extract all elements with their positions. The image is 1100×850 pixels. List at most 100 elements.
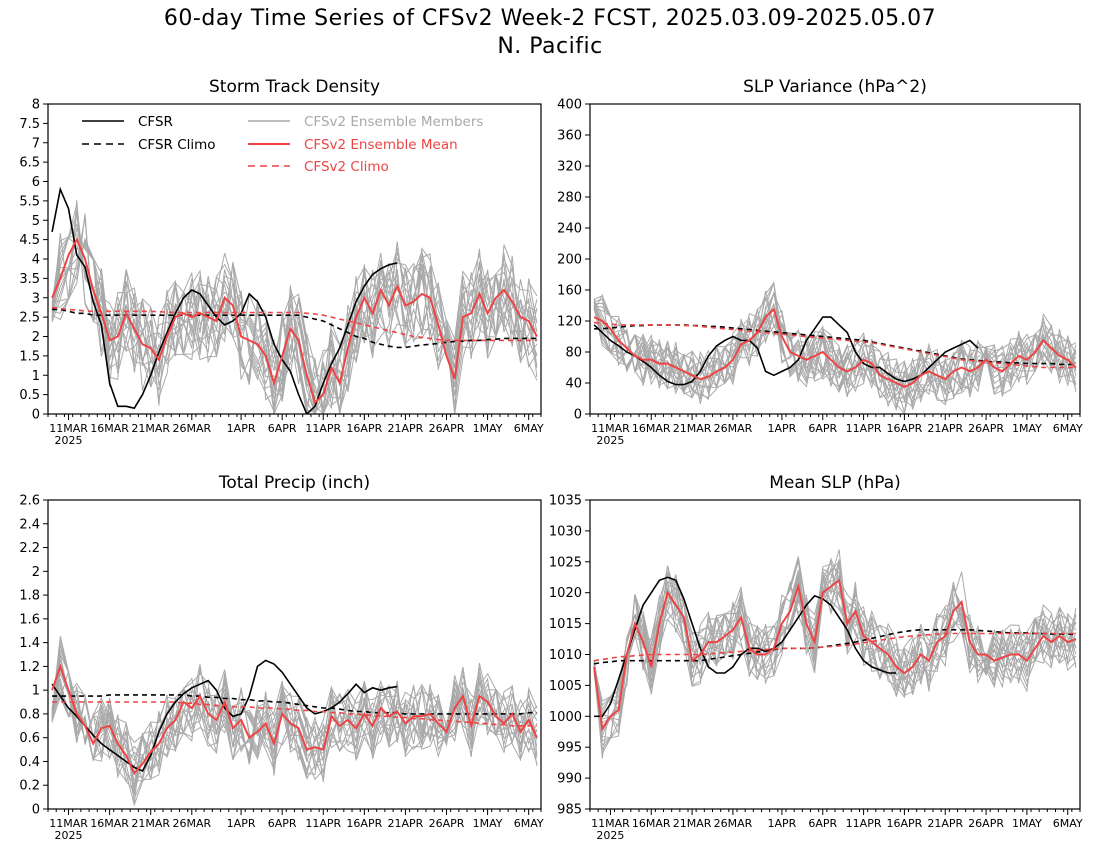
y-tick-label: 200 [557,253,582,268]
legend: CFSR CFSR Climo CFSv2 Ensemble Members CFSv… [82,114,483,175]
y-tick-label: 1.8 [19,589,40,604]
y-tick-label: 1035 [549,494,582,509]
y-tick-label: 40 [565,377,582,392]
ensemble-member-line [593,563,1077,742]
y-tick-label: 6 [32,175,40,190]
x-tick-label: 26APR [429,422,465,435]
ensemble-member-line [593,291,1077,403]
ensemble-member-line [51,667,538,766]
y-tick-label: 120 [557,315,582,330]
plot-area [51,186,538,414]
plot-area [593,549,1077,759]
y-tick-label: 160 [557,284,582,299]
legend-item: CFSv2 Ensemble Members [248,114,483,130]
legend-item: CFSR Climo [82,137,216,153]
ensemble-member-line [51,204,538,414]
x-tick-label: 16APR [887,817,923,830]
legend-item: CFSv2 Climo [248,159,389,175]
x-tick-label: 11APR [846,422,882,435]
y-tick-label: 1 [32,684,40,699]
ensemble-member-line [593,557,1077,720]
chart-title: Mean SLP (hPa) [769,473,901,493]
figure-subtitle: N. Pacific [497,34,603,59]
y-tick-label: 995 [557,741,582,756]
chart-title: Total Precip (inch) [218,473,370,493]
x-tick-label: 11APR [846,817,882,830]
ensemble-member-line [51,635,537,780]
y-tick-label: 1015 [549,617,582,632]
chart-panel-1: Storm Track Density 0 0.5 1 1.5 2 2.5 3 3.5 4 4.5 5… [19,77,544,447]
y-tick-label: 1020 [549,586,582,601]
y-tick-label: 320 [557,160,582,175]
x-tick-label: 11MAR [49,422,88,435]
ensemble-member-line [593,295,1077,412]
series-line-cfsr-climo [52,308,537,349]
x-tick-label: 6MAY [514,817,544,830]
y-tick-label: 0.5 [19,388,40,403]
series-line-cfsr [594,576,897,718]
x-tick-label: 6MAY [514,422,544,435]
y-tick-label: 3.5 [19,272,40,287]
x-tick-label: 26MAR [714,817,753,830]
ensemble-member-line [51,237,538,414]
series-line-cfsr-climo [52,694,537,715]
x-tick-label: 16MAR [90,422,129,435]
plot-frame [47,103,542,415]
y-tick-label: 1 [32,369,40,384]
y-tick-label: 2.2 [19,541,40,556]
x-tick-label: 11APR [305,817,341,830]
x-tick-label: 26APR [429,817,465,830]
chart-panel-4: Mean SLP (hPa) 985 990 995 1000 1005 1010 1015 1… [549,473,1083,842]
x-tick-label: 16MAR [90,817,129,830]
ensemble-member-line [593,576,1077,747]
x-year-label: 2025 [596,829,624,842]
series-line-cfsv2-climo [51,306,537,342]
series-line-cfsv2-ensemble-mean [593,307,1077,389]
x-year-label: 2025 [55,434,83,447]
y-tick-label: 0 [32,408,40,423]
ensemble-member-line [594,282,1077,404]
y-tick-label: 2 [32,565,40,580]
x-tick-label: 11MAR [591,422,630,435]
ensemble-member-line [593,565,1077,718]
y-tick-label: 1025 [549,555,582,570]
x-tick-label: 11MAR [591,817,630,830]
y-tick-label: 1.2 [19,660,40,675]
ensemble-member-line [51,223,537,414]
ensemble-member-line [593,571,1077,702]
ensemble-member-line [593,280,1077,394]
y-tick-label: 1.5 [19,349,40,364]
chart-title: Storm Track Density [209,77,380,97]
y-tick-label: 1000 [549,710,582,725]
x-tick-label: 1MAY [1012,817,1042,830]
x-tick-label: 16APR [887,422,923,435]
ensemble-member-line [51,675,538,782]
x-tick-label: 21MAR [673,817,712,830]
y-tick-label: 1030 [549,524,582,539]
ensemble-member-line [593,566,1077,759]
series-line-cfsr [51,186,398,414]
x-tick-label: 26MAR [172,817,211,830]
x-tick-label: 21MAR [673,422,712,435]
x-tick-label: 6APR [808,422,837,435]
y-tick-label: 5 [32,214,40,229]
y-tick-label: 7.5 [19,117,40,132]
legend-item: CFSv2 Ensemble Mean [248,137,458,153]
y-tick-label: 2.5 [19,311,40,326]
y-tick-label: 1.4 [19,636,40,651]
x-tick-label: 6MAY [1053,422,1083,435]
series-line-cfsv2-ensemble-mean [51,663,538,776]
x-tick-label: 6APR [268,422,297,435]
ensemble-member-line [51,217,538,414]
x-tick-label: 1MAY [473,422,503,435]
chart-panel-2: SLP Variance (hPa^2) 0 40 80 120 160 200 240 280… [557,77,1083,447]
y-tick-label: 360 [557,129,582,144]
x-tick-label: 21MAR [131,422,170,435]
x-tick-label: 16APR [346,422,382,435]
x-tick-label: 6MAY [1053,817,1083,830]
plot-area [51,635,538,807]
legend-label: CFSR Climo [138,137,216,153]
series-line-cfsv2-ensemble-mean [593,578,1077,732]
y-tick-label: 80 [565,346,582,361]
